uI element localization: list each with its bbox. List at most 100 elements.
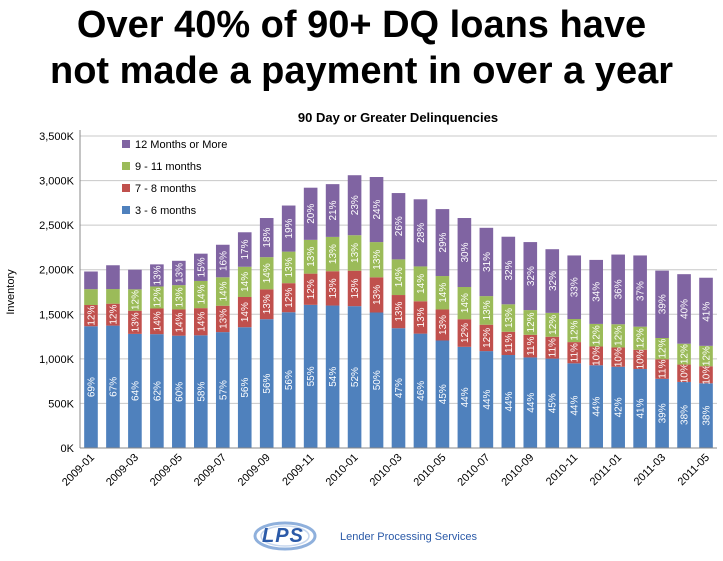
bar-segment [237, 327, 252, 448]
bar-segment [589, 259, 603, 324]
bar-segment [655, 359, 669, 379]
bar-segment [589, 346, 603, 366]
data-label: 29% [438, 232, 449, 252]
data-label: 14% [196, 284, 207, 304]
data-label: 56% [284, 370, 295, 390]
data-label: 13% [394, 301, 405, 321]
bar-segment [194, 335, 208, 448]
bar-segment [457, 287, 472, 320]
data-label: 58% [196, 382, 207, 402]
bar-segment [150, 308, 164, 335]
data-label: 41% [702, 302, 713, 322]
bars: 69% 12% 67% 12% 64% 13% 12% 62% 14% 12% 13% 60% 14% 1… [84, 175, 713, 448]
y-tick-label: 1,000K [39, 354, 75, 366]
data-label: 13% [438, 315, 449, 335]
data-label: 32% [504, 260, 515, 280]
bar-segment [325, 271, 340, 306]
legend-label: 7 - 8 months [135, 183, 197, 195]
x-tick-label: 2010-03 [368, 452, 405, 489]
bar-segment [84, 289, 98, 306]
data-label: 45% [548, 393, 559, 413]
legend-label: 9 - 11 months [135, 161, 202, 173]
data-label: 15% [196, 257, 207, 277]
x-tick-labels: 2009-01 2009-03 2009-05 2009-07 2009-09 2009-… [60, 452, 712, 489]
data-label: 12% [526, 312, 537, 332]
bar-segment [150, 286, 164, 309]
bar-segment [369, 242, 384, 278]
data-label: 57% [218, 380, 229, 400]
data-label: 12% [306, 279, 317, 299]
bar-segment [523, 310, 538, 335]
bar-segment [369, 177, 384, 243]
company-name: Lender Processing Services [340, 531, 477, 543]
bar-segment [677, 343, 691, 365]
bar-segment [347, 175, 362, 236]
x-tick-label: 2011-05 [676, 452, 712, 488]
bar-segment [413, 301, 428, 334]
legend-swatch [122, 206, 130, 214]
bar-segment [501, 304, 516, 332]
data-label: 50% [372, 370, 383, 390]
bar-segment [633, 369, 647, 448]
bar-segment [677, 381, 691, 448]
chart-title: 90 Day or Greater Delinquencies [298, 110, 498, 125]
x-tick-label: 2010-11 [544, 452, 580, 488]
legend-swatch [122, 162, 130, 170]
headline: Over 40% of 90+ DQ loans have not made a… [0, 2, 723, 94]
data-label: 40% [680, 299, 691, 319]
bar-segment [567, 342, 582, 364]
data-label: 12% [86, 306, 97, 326]
bar-segment [611, 254, 625, 325]
data-label: 12% [702, 346, 713, 366]
data-label: 32% [526, 266, 537, 286]
data-label: 10% [614, 347, 625, 367]
bar-segment [611, 366, 625, 448]
bar-segment [391, 193, 406, 260]
data-label: 28% [416, 223, 427, 243]
data-label: 12% [636, 328, 647, 348]
bar-segment [172, 309, 186, 336]
bar-segment [699, 366, 713, 384]
bar-segment [501, 236, 516, 305]
data-label: 12% [460, 323, 471, 343]
data-label: 13% [482, 300, 493, 320]
data-label: 30% [460, 242, 471, 262]
bar-segment [84, 271, 98, 290]
data-label: 62% [152, 381, 163, 401]
data-label: 44% [526, 393, 537, 413]
bar-segment [237, 266, 252, 297]
data-label: 13% [218, 309, 229, 329]
bar-segment [281, 283, 296, 313]
bar-segment [413, 199, 428, 267]
y-tick-label: 2,500K [39, 220, 75, 232]
bar-segment [194, 253, 208, 281]
bar-segment [655, 270, 669, 338]
legend-swatch [122, 140, 130, 148]
bar-segment [611, 324, 625, 348]
y-tick-label: 3,500K [39, 131, 75, 143]
bar-segment [633, 255, 647, 327]
bar-segment [567, 319, 582, 343]
bar-segment [194, 308, 208, 336]
bar-segment [523, 334, 538, 358]
bar-segment [106, 303, 120, 326]
bar-segment [281, 251, 296, 284]
y-tick-label: 500K [48, 398, 74, 410]
headline-line-1: Over 40% of 90+ DQ loans have [76, 4, 647, 46]
x-tick-label: 2010-07 [455, 452, 492, 489]
bar-segment [677, 274, 691, 344]
bar-segment [303, 187, 318, 240]
bar-segment [259, 218, 274, 258]
data-label: 12% [482, 328, 493, 348]
data-label: 13% [350, 278, 361, 298]
data-label: 10% [636, 349, 647, 369]
bar-segment [523, 242, 538, 311]
data-label: 14% [218, 281, 229, 301]
bar-segment [589, 323, 603, 347]
data-label: 17% [240, 239, 251, 259]
data-label: 44% [482, 389, 493, 409]
y-tick-labels: 0K 500K 1,000K 1,500K 2,000K 2,500K 3,000K 3,50… [39, 131, 75, 455]
bar-segment [655, 337, 669, 360]
x-tick-label: 2010-01 [324, 452, 361, 489]
bar-segment [281, 312, 296, 448]
